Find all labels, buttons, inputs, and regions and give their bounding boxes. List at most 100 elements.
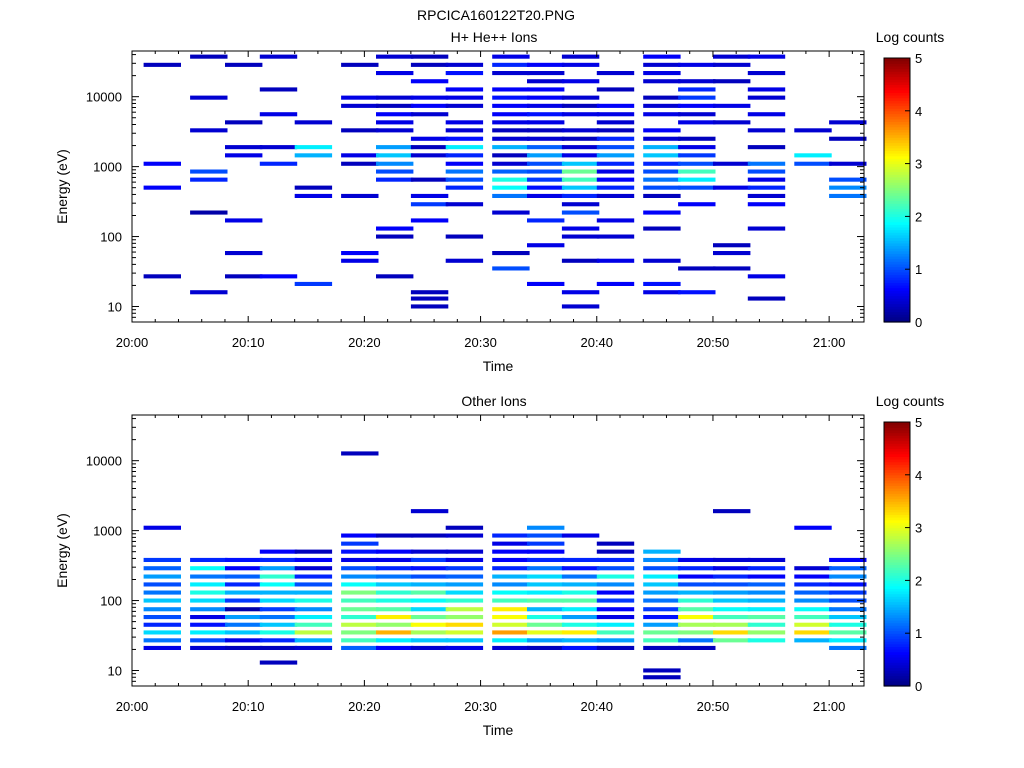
colorbar-swatch (884, 81, 910, 85)
heatmap-cell (829, 557, 867, 562)
heatmap-cell (561, 566, 600, 571)
heatmap-cell (678, 112, 716, 117)
heatmap-cell (596, 145, 635, 150)
colorbar-swatch (884, 116, 910, 120)
colorbar-swatch (884, 458, 910, 463)
colorbar-swatch (884, 451, 910, 455)
heatmap-cell (561, 128, 600, 133)
heatmap-cell (294, 598, 333, 603)
heatmap-cell (445, 557, 484, 562)
heatmap-cell (445, 185, 484, 190)
heatmap-cell (643, 258, 681, 263)
heatmap-cell (561, 582, 600, 587)
heatmap-cell (143, 598, 181, 603)
heatmap-cell (829, 607, 867, 612)
colorbar-swatch (884, 617, 910, 621)
heatmap-cell (713, 54, 751, 59)
heatmap-cell (561, 193, 600, 198)
heatmap-cell (527, 541, 565, 546)
heatmap-cell (678, 153, 716, 158)
heatmap-cell (747, 71, 786, 76)
heatmap-cell (341, 541, 379, 546)
colorbar-swatch (884, 588, 910, 592)
heatmap-cell (445, 71, 484, 76)
heatmap-cell (643, 549, 681, 554)
heatmap-cell (527, 169, 565, 174)
colorbar-swatch (884, 527, 910, 531)
heatmap-cell (143, 574, 181, 579)
heatmap-cell (259, 645, 298, 650)
heatmap-cell (376, 112, 414, 117)
heatmap-cell (492, 177, 530, 182)
heatmap-cell (678, 185, 716, 190)
heatmap-cell (341, 590, 379, 595)
heatmap-cell (445, 128, 484, 133)
colorbar-swatch (884, 248, 910, 252)
colorbar-swatch (884, 554, 910, 558)
heatmap-cell (143, 607, 181, 612)
heatmap-cell (643, 638, 681, 643)
heatmap-cell (829, 136, 867, 141)
y-tick-label: 1000 (93, 524, 122, 539)
heatmap-cell (713, 185, 751, 190)
colorbar-swatch (884, 556, 910, 560)
colorbar-swatch (884, 94, 910, 99)
colorbar-swatch (884, 263, 910, 268)
colorbar-swatch (884, 65, 910, 70)
heatmap-cell (445, 62, 484, 67)
colorbar-swatch (884, 511, 910, 515)
heatmap-cell (829, 566, 867, 571)
heatmap-cell (561, 638, 600, 643)
heatmap-cell (445, 87, 484, 92)
colorbar-swatch (884, 203, 910, 207)
heatmap-cell (294, 622, 333, 627)
heatmap-cell (410, 645, 449, 650)
heatmap-cell (410, 136, 449, 141)
colorbar-swatch (884, 598, 910, 603)
heatmap-cell (527, 128, 565, 133)
heatmap-cell (190, 574, 228, 579)
heatmap-cell (259, 557, 298, 562)
heatmap-cell (376, 638, 414, 643)
heatmap-cell (225, 607, 263, 612)
heatmap-cell (561, 615, 600, 620)
heatmap-cell (225, 153, 263, 158)
heatmap-cell (643, 226, 681, 231)
heatmap-cell (643, 79, 681, 84)
colorbar-swatch (884, 656, 910, 661)
heatmap-cell (643, 566, 681, 571)
colorbar-swatch (884, 84, 910, 88)
heatmap-cell (190, 582, 228, 587)
heatmap-cell (561, 607, 600, 612)
colorbar-swatch (884, 638, 910, 642)
colorbar-swatch (884, 498, 910, 502)
heatmap-cell (294, 607, 333, 612)
heatmap-cell (527, 549, 565, 554)
colorbar-swatch (884, 118, 910, 122)
colorbar-swatch (884, 292, 910, 297)
heatmap-cell (410, 509, 449, 514)
heatmap-cell (829, 161, 867, 166)
heatmap-cell (445, 525, 484, 530)
colorbar-swatch (884, 456, 910, 460)
heatmap-cell (410, 557, 449, 562)
heatmap-cell (376, 145, 414, 150)
colorbar-swatch (884, 314, 910, 318)
heatmap-cell (527, 582, 565, 587)
heatmap-cell (678, 598, 716, 603)
heatmap-cell (492, 645, 530, 650)
colorbar-tick-label: 3 (915, 521, 922, 536)
heatmap-cell (143, 566, 181, 571)
colorbar-swatch (884, 540, 910, 545)
heatmap-cell (713, 120, 751, 125)
x-tick-label: 20:40 (580, 335, 613, 350)
colorbar-swatch (884, 651, 910, 655)
heatmap-cell (643, 153, 681, 158)
colorbar-swatch (884, 250, 910, 254)
panel-title: H+ He++ Ions (451, 29, 538, 45)
heatmap-cell (561, 645, 600, 650)
heatmap-cell (190, 630, 228, 635)
heatmap-cell (445, 574, 484, 579)
heatmap-cell (713, 582, 751, 587)
heatmap-cell (445, 120, 484, 125)
